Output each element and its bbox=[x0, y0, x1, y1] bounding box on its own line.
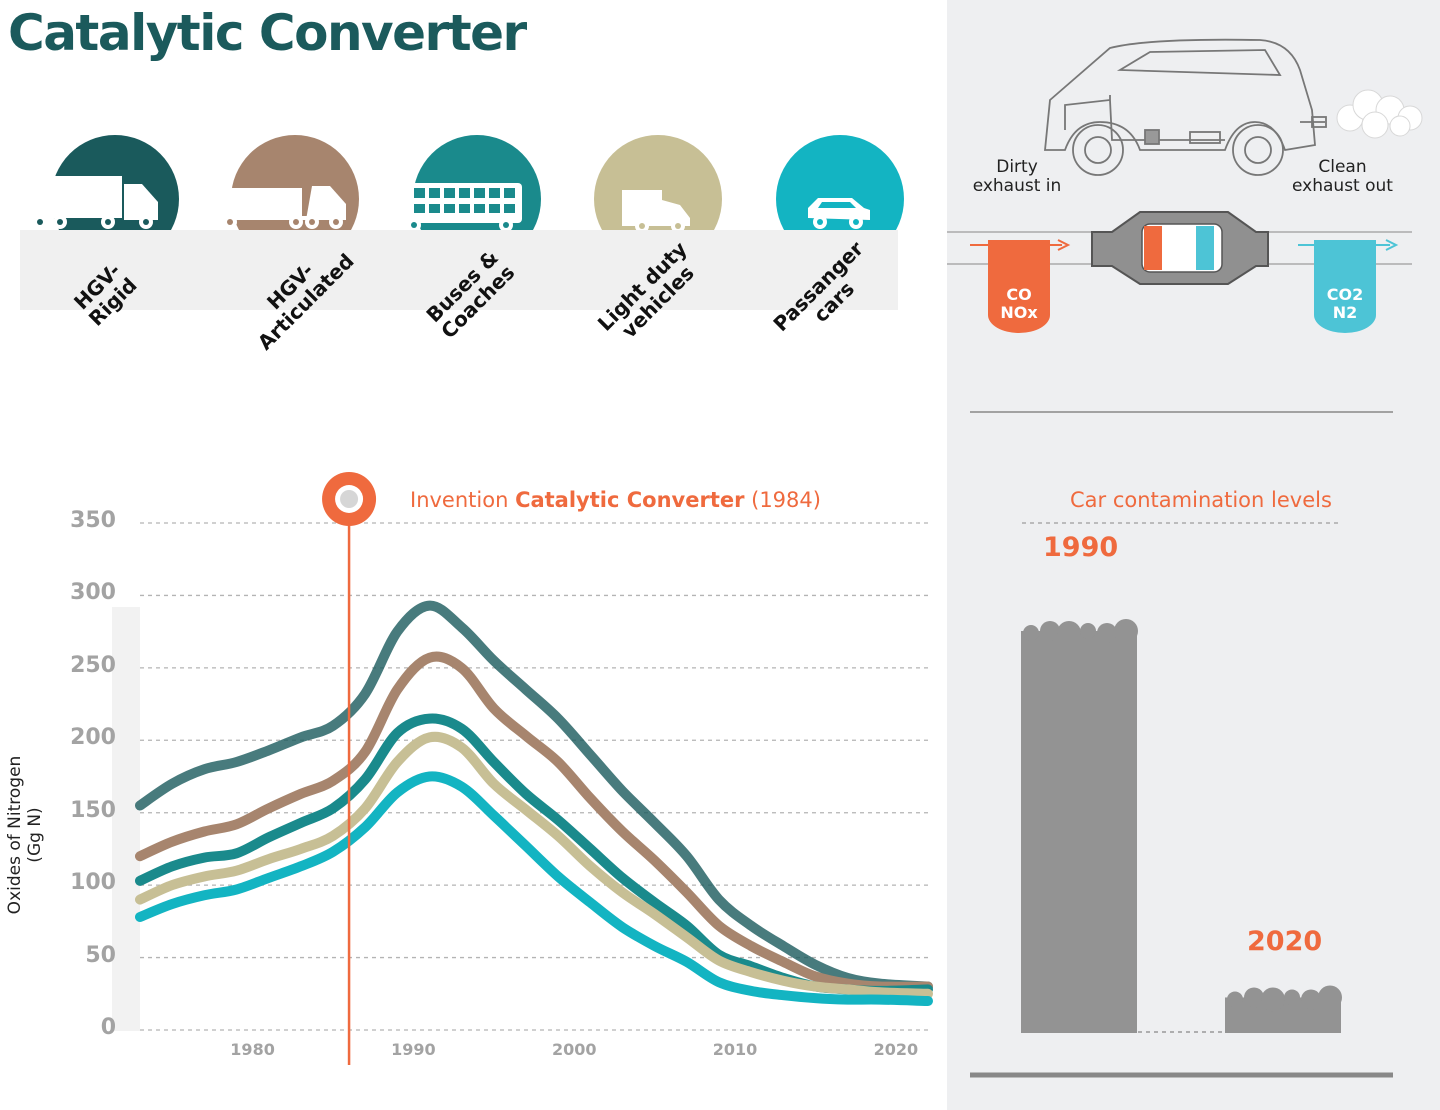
rigid-truck-icon bbox=[22, 176, 158, 229]
dirty-exhaust-label: Dirty exhaust in bbox=[972, 157, 1062, 196]
invention-annotation: Invention Catalytic Converter (1984) bbox=[410, 488, 821, 512]
articulated-truck-icon bbox=[210, 186, 346, 229]
y-tick-label: 300 bbox=[70, 580, 116, 606]
exhaust-cloud-icon bbox=[1336, 89, 1423, 139]
vehicle-label-band-cover bbox=[20, 230, 898, 310]
y-tick-label: 350 bbox=[70, 508, 116, 533]
series-hgv-articulated-tail bbox=[719, 926, 928, 987]
annotation-suffix: (1984) bbox=[744, 488, 821, 512]
y-tick-label: 200 bbox=[70, 725, 116, 751]
bar-label-1990: 1990 bbox=[1043, 532, 1119, 563]
page-title: Catalytic Converter bbox=[8, 4, 527, 62]
x-tick-label: 2000 bbox=[551, 1040, 597, 1059]
x-tick-label: 1990 bbox=[391, 1040, 436, 1059]
flow-in-arrow-head bbox=[1057, 239, 1071, 251]
co2-label: CO2 bbox=[1326, 285, 1364, 304]
invention-marker-dot bbox=[340, 490, 359, 508]
co-label: CO bbox=[1006, 285, 1032, 304]
nox-label: NOx bbox=[1000, 303, 1038, 322]
catalytic-converter-icon bbox=[1091, 211, 1269, 285]
series-light-duty bbox=[135, 731, 933, 999]
double-decker-bus-icon bbox=[394, 183, 522, 232]
clean-exhaust-label: Clean exhaust out bbox=[1292, 157, 1393, 196]
bar-chart-title: Car contamination levels bbox=[1070, 488, 1332, 512]
y-axis-strip bbox=[112, 607, 140, 1031]
y-axis-label: Oxides of Nitrogen (Gg N) bbox=[5, 755, 45, 915]
x-tick-label: 2020 bbox=[873, 1040, 919, 1059]
annotation-bold: Catalytic Converter bbox=[515, 488, 745, 512]
y-tick-label: 150 bbox=[70, 797, 116, 823]
car-outline-icon bbox=[1044, 38, 1327, 176]
series-cars bbox=[135, 771, 933, 1006]
y-tick-label: 50 bbox=[85, 942, 116, 968]
flow-out-arrow-head bbox=[1385, 239, 1399, 251]
annotation-prefix: Invention bbox=[410, 488, 516, 512]
dirty-gas-pipe bbox=[988, 240, 1050, 333]
y-tick-label: 100 bbox=[70, 870, 116, 896]
clean-gas-pipe bbox=[1314, 240, 1376, 333]
bar-1990 bbox=[1021, 619, 1138, 1033]
y-tick-label: 0 bbox=[100, 1015, 116, 1040]
series-hgv-rigid bbox=[135, 600, 933, 992]
bar-label-2020: 2020 bbox=[1247, 926, 1323, 957]
series-hgv-articulated bbox=[135, 651, 933, 992]
x-tick-label: 2010 bbox=[712, 1040, 758, 1059]
bar-2020 bbox=[1225, 985, 1342, 1033]
n2-label: N2 bbox=[1332, 303, 1358, 322]
car-icon bbox=[808, 198, 870, 229]
van-icon bbox=[622, 190, 690, 233]
x-tick-label: 1980 bbox=[230, 1040, 275, 1059]
y-tick-label: 250 bbox=[70, 652, 116, 678]
